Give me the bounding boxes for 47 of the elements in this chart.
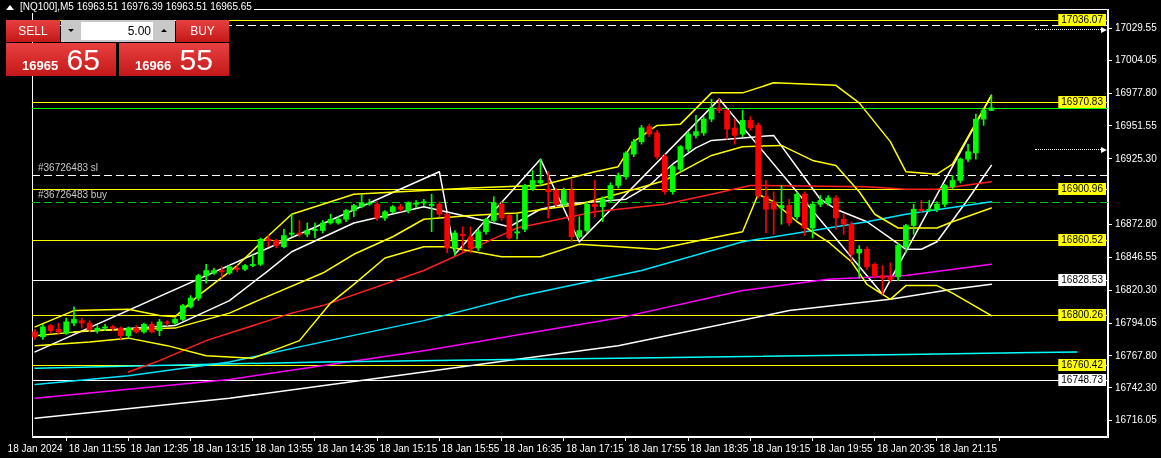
ref-line-label: 16800.26 — [1061, 309, 1104, 321]
y-tick-label: 16794.05 — [1115, 316, 1158, 328]
x-tick-label: 18 Jan 17:55 — [628, 442, 687, 454]
x-tick-label: 18 Jan 14:35 — [317, 442, 376, 454]
annotation: 16965 65 — [22, 43, 100, 77]
y-tick-label: 16951.55 — [1115, 119, 1158, 131]
y-tick-label: 16925.30 — [1115, 152, 1158, 164]
ref-line-label: 16970.83 — [1061, 96, 1104, 108]
annotation: 16966 55 — [135, 43, 213, 77]
ref-line-label: 16760.42 — [1061, 359, 1104, 371]
x-tick-label: 18 Jan 15:15 — [379, 442, 438, 454]
y-tick-label: 16767.80 — [1115, 349, 1158, 361]
x-tick-label: 18 Jan 15:55 — [441, 442, 500, 454]
sell-price-panel: 16965 65 — [6, 43, 116, 76]
x-tick-label: 18 Jan 11:55 — [68, 442, 127, 454]
x-tick-label: 18 Jan 12:35 — [130, 442, 189, 454]
ref-line-label: 16748.73 — [1061, 374, 1104, 386]
x-tick-label: 18 Jan 17:15 — [565, 442, 625, 454]
x-tick-label: 18 Jan 18:35 — [690, 442, 749, 454]
ref-line-label: 16860.52 — [1061, 234, 1104, 246]
ref-line-label: #36726483 buy — [38, 188, 107, 200]
ref-line-label: 16828.53 — [1061, 274, 1104, 286]
annotation: 5.00 — [81, 22, 153, 40]
x-tick-label: 18 Jan 20:35 — [876, 442, 936, 454]
buy-price-panel: 16966 55 — [119, 43, 229, 76]
x-tick-label: 18 Jan 16:35 — [503, 442, 563, 454]
y-tick-label: 16820.30 — [1115, 283, 1158, 295]
x-tick-label: 18 Jan 19:15 — [752, 442, 811, 454]
y-tick-label: 16716.05 — [1115, 414, 1158, 426]
y-tick-label: 17004.05 — [1115, 54, 1158, 65]
y-tick-label: 16846.55 — [1115, 251, 1158, 263]
x-tick-label: 18 Jan 21:15 — [939, 442, 998, 454]
x-tick-label: 18 Jan 19:55 — [814, 442, 874, 454]
sell-button: SELL — [6, 20, 60, 42]
chart-title: [NQ100],M5 16963.51 16976.39 16963.51 16965.65 — [18, 0, 254, 13]
lot-size-field: 5.00 — [61, 20, 175, 42]
ref-line-label: 17036.07 — [1061, 14, 1104, 26]
y-tick-label: 17029.55 — [1115, 22, 1158, 34]
buy-button: BUY — [176, 20, 229, 42]
y-tick-label: 16742.30 — [1115, 381, 1158, 393]
ref-line-label: #36726483 sl — [38, 161, 99, 173]
x-tick-label: 18 Jan 13:55 — [254, 442, 314, 454]
y-tick-label: 16872.80 — [1115, 218, 1158, 230]
x-tick-label: 18 Jan 13:15 — [192, 442, 252, 454]
y-tick-label: 16977.80 — [1115, 86, 1158, 98]
ref-line-label: 16900.96 — [1061, 183, 1104, 195]
x-tick-label: 18 Jan 2024 — [7, 442, 64, 454]
